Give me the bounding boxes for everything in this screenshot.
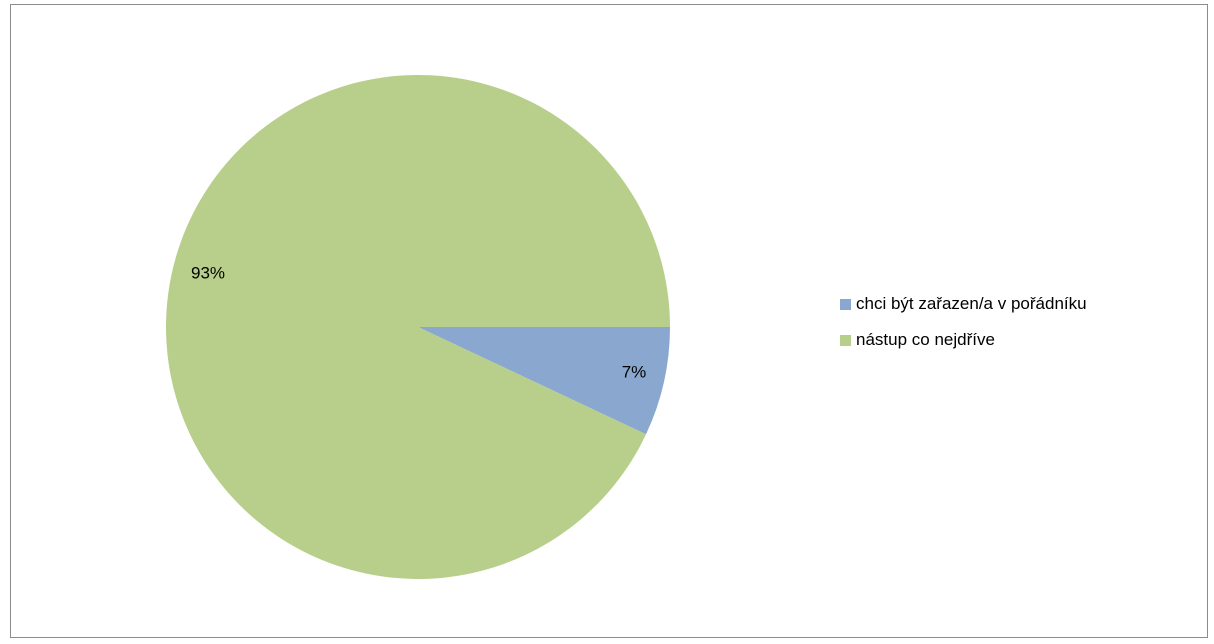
legend-item-1: nástup co nejdříve bbox=[840, 330, 1087, 350]
data-label-0: 7% bbox=[622, 362, 647, 381]
pie-slice-0 bbox=[418, 327, 670, 435]
legend-swatch-1 bbox=[840, 334, 851, 346]
legend: chci být zařazen/a v pořádníku nástup co… bbox=[840, 294, 1087, 366]
legend-item-0: chci být zařazen/a v pořádníku bbox=[840, 294, 1087, 314]
pie-slice-1 bbox=[166, 75, 670, 580]
legend-swatch-0 bbox=[840, 298, 851, 310]
data-label-1: 93% bbox=[191, 263, 225, 282]
legend-label-0: chci být zařazen/a v pořádníku bbox=[856, 294, 1087, 313]
legend-label-1: nástup co nejdříve bbox=[856, 330, 995, 349]
